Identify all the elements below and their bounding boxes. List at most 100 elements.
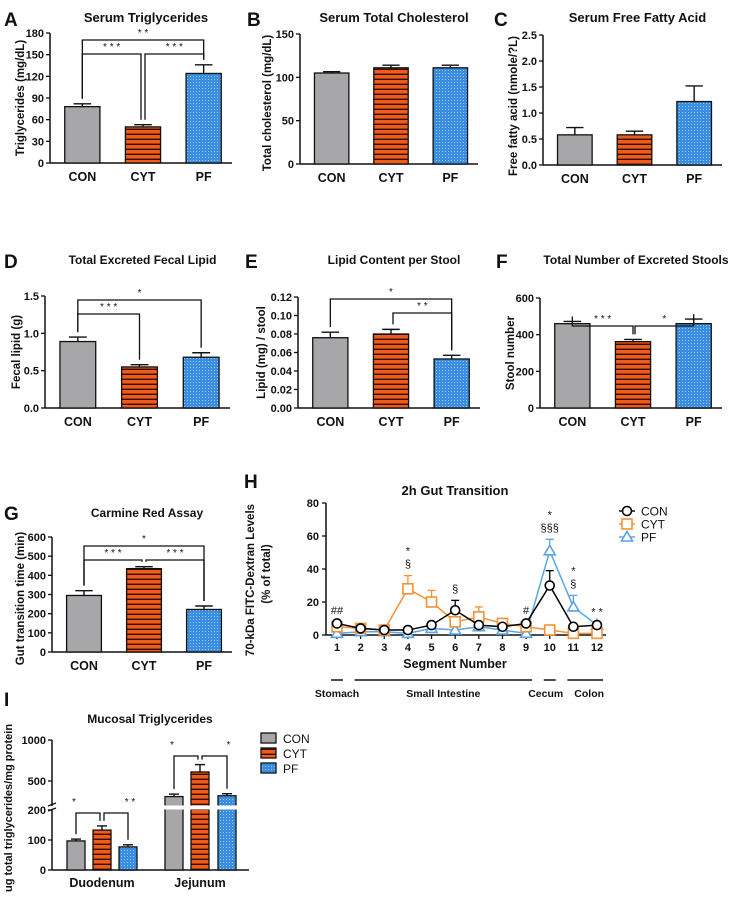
y-tick-label: 0.5 (522, 134, 537, 146)
x-tick-label: PF (686, 415, 702, 429)
annotation: * * (591, 606, 603, 618)
y-tick-label: 80 (307, 498, 319, 510)
legend-label: PF (283, 762, 298, 776)
legend-swatch (260, 732, 277, 744)
panel-A: A Serum Triglycerides Triglycerides (mg/dL… (4, 10, 232, 184)
significance-label: * * (138, 28, 149, 39)
data-point-circle (355, 623, 366, 634)
chart-title: Serum Triglycerides (84, 10, 208, 25)
data-point-circle (402, 624, 414, 636)
series-pf (330, 538, 604, 639)
y-tick-label: 0 (528, 403, 534, 415)
y-axis-label: Free fatty acid (nmole/?L) (508, 36, 520, 176)
y-tick-label: 60 (32, 115, 44, 127)
legend-marker-square (621, 518, 633, 530)
significance-label: * * * (103, 42, 120, 53)
y-tick-label: 200 (28, 609, 46, 621)
panel-letter: G (4, 504, 19, 525)
y-tick-label: 0.00 (271, 403, 292, 415)
significance-label: * * * (104, 548, 121, 559)
panel-letter: C (494, 10, 508, 31)
data-point-circle (473, 619, 485, 631)
x-tick-label: 7 (476, 642, 482, 654)
y-tick-label: 30 (32, 136, 44, 148)
significance-label: * * * (100, 302, 117, 313)
bar-con (164, 795, 184, 871)
significance-bracket (173, 755, 199, 790)
data-point-triangle (519, 626, 533, 639)
y-axis-label: Total cholesterol (mg/dL) (262, 35, 274, 172)
region-label: Cecum (528, 688, 563, 700)
significance-label: * (72, 797, 76, 808)
significance-label: * * * (166, 42, 183, 53)
annotation: * (548, 509, 553, 521)
panel-E: E Lipid Content per Stool Lipid (mg) / sto… (245, 252, 480, 429)
chart-title: Serum Free Fatty Acid (569, 10, 707, 25)
x-tick-label: 10 (544, 642, 556, 654)
y-tick-label: 120 (26, 71, 44, 83)
bar-con (313, 72, 350, 165)
x-tick-label: PF (196, 170, 212, 184)
y-tick-label: 150 (276, 29, 294, 41)
y-axis-label: Stool number (505, 315, 517, 390)
y-tick-label: 200 (28, 805, 46, 817)
significance-bracket (83, 559, 143, 586)
y-axis-label: Triglycerides (mg/dL) (15, 40, 27, 156)
y-axis-label: Lipid (mg) / stool (256, 306, 268, 399)
chart-title: Mucosal Triglycerides (87, 712, 213, 726)
significance-label: * * (125, 797, 136, 808)
y-tick-label: 0.08 (271, 329, 292, 341)
significance-bracket (77, 313, 141, 360)
data-point-circle (544, 580, 556, 591)
series-line (336, 587, 597, 635)
chart-title: Total Number of Excreted Stools (543, 253, 728, 267)
bar-con (66, 840, 86, 871)
panel-D: D Total Excreted Fecal Lipid Fecal lipid (… (4, 252, 230, 429)
bar-con (554, 323, 591, 409)
x-axis-label: Segment Number (403, 657, 507, 671)
significance-label: * (142, 534, 146, 545)
y-tick-label: 0 (40, 865, 46, 877)
y-tick-label: 0 (288, 159, 294, 171)
data-point-square (449, 615, 461, 628)
x-tick-label: CON (70, 659, 98, 673)
data-point-circle (568, 621, 579, 633)
bar-con (64, 106, 101, 164)
legend-label: CYT (641, 518, 666, 532)
y-tick-label: 1.5 (24, 291, 39, 303)
data-point-triangle (542, 543, 557, 556)
bar-pf (433, 358, 470, 409)
y-tick-label: 1.5 (522, 82, 537, 94)
y-tick-label: 0 (38, 158, 44, 170)
region-label: Colon (574, 688, 604, 700)
y-tick-label: 200 (516, 366, 534, 378)
significance-label: * (662, 314, 666, 325)
y-tick-label: 0.04 (271, 366, 293, 378)
panel-letter: B (247, 10, 261, 31)
x-tick-label: CYT (132, 659, 157, 673)
bar-pf (432, 67, 469, 165)
x-tick-label: CYT (127, 415, 152, 429)
y-tick-label: 20 (307, 597, 319, 609)
bar-pf (675, 323, 712, 409)
y-axis-label: Fecal lipid (g) (11, 315, 23, 389)
bar-pf (185, 608, 223, 653)
data-point-triangle (448, 622, 463, 635)
significance-bracket (201, 755, 228, 789)
panel-F: F Total Number of Excreted Stools Stool nu… (496, 252, 729, 429)
panel-H: H 2h Gut Transition 70-kDa FITC-Dextran Le… (244, 472, 668, 700)
x-tick-label: 11 (568, 642, 580, 654)
panel-letter: A (4, 10, 18, 31)
y-tick-label: 500 (28, 776, 46, 788)
legend-label: CON (641, 505, 668, 519)
chart-title: 2h Gut Transition (402, 483, 509, 498)
data-point-circle (520, 618, 532, 629)
data-point-square (543, 624, 556, 636)
y-tick-label: 0.0 (522, 160, 537, 172)
annotation: # (523, 605, 530, 617)
x-tick-label: CYT (621, 415, 646, 429)
bar-cyt (616, 134, 653, 166)
annotation: * (571, 565, 576, 577)
legend-label: PF (641, 531, 656, 545)
data-point-triangle (330, 626, 344, 639)
